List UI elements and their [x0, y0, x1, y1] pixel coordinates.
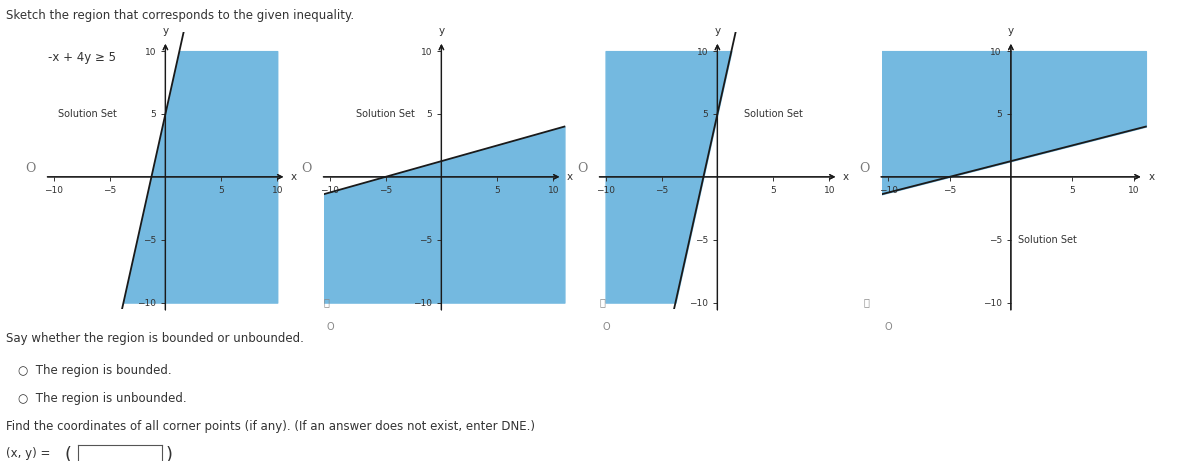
Text: Solution Set: Solution Set	[356, 109, 415, 119]
Text: y: y	[162, 26, 168, 36]
Text: y: y	[438, 26, 444, 36]
Text: O: O	[884, 322, 892, 332]
Text: ⓘ: ⓘ	[864, 297, 869, 307]
Text: ⓘ: ⓘ	[600, 297, 605, 307]
Text: ⓘ: ⓘ	[324, 297, 329, 307]
Text: Say whether the region is bounded or unbounded.: Say whether the region is bounded or unb…	[6, 332, 304, 345]
Text: Solution Set: Solution Set	[58, 109, 116, 119]
Text: ): )	[166, 446, 173, 461]
Text: O: O	[326, 322, 334, 332]
Text: O: O	[602, 322, 610, 332]
Text: x: x	[566, 172, 572, 182]
Text: O: O	[301, 162, 311, 175]
Text: O: O	[25, 162, 35, 175]
Text: O: O	[577, 162, 587, 175]
Text: Solution Set: Solution Set	[1019, 235, 1078, 245]
Text: Sketch the region that corresponds to the given inequality.: Sketch the region that corresponds to th…	[6, 9, 354, 22]
Text: Solution Set: Solution Set	[744, 109, 803, 119]
Text: (: (	[65, 446, 72, 461]
Text: y: y	[714, 26, 720, 36]
Text: Find the coordinates of all corner points (if any). (If an answer does not exist: Find the coordinates of all corner point…	[6, 420, 535, 432]
Text: y: y	[1008, 26, 1014, 36]
Text: x: x	[842, 172, 848, 182]
Text: x: x	[290, 172, 296, 182]
Text: (x, y) =: (x, y) =	[6, 447, 50, 460]
Text: O: O	[859, 162, 869, 175]
Text: -x + 4y ≥ 5: -x + 4y ≥ 5	[48, 51, 116, 64]
Text: x: x	[1148, 172, 1154, 182]
Text: ○  The region is unbounded.: ○ The region is unbounded.	[18, 392, 187, 405]
Text: ○  The region is bounded.: ○ The region is bounded.	[18, 364, 172, 377]
